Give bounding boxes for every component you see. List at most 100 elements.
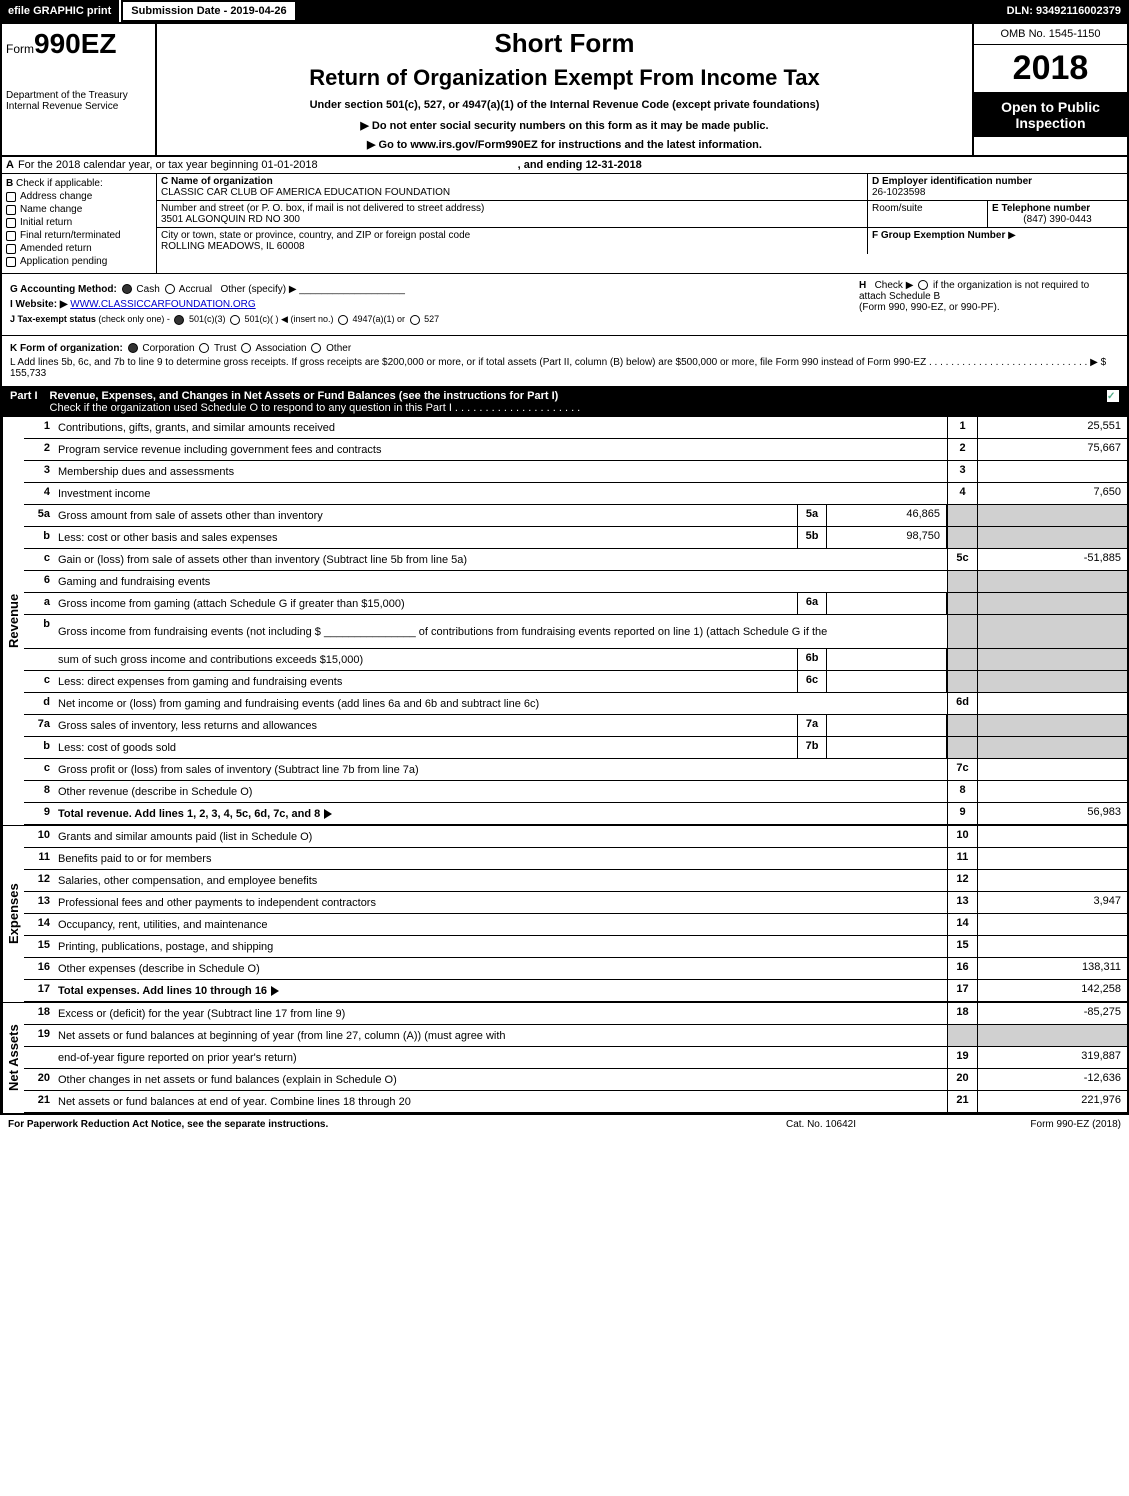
line-description: Net assets or fund balances at beginning… bbox=[54, 1025, 947, 1046]
line-value: 221,976 bbox=[977, 1091, 1127, 1112]
table-row: 2Program service revenue including gover… bbox=[24, 439, 1127, 461]
city-value: ROLLING MEADOWS, IL 60008 bbox=[161, 241, 305, 252]
right-header-box: OMB No. 1545-1150 2018 Open to Public In… bbox=[972, 24, 1127, 155]
table-row: cGain or (loss) from sale of assets othe… bbox=[24, 549, 1127, 571]
j-4947: 4947(a)(1) or bbox=[353, 314, 406, 324]
table-row: 16Other expenses (describe in Schedule O… bbox=[24, 958, 1127, 980]
line-description: Gaming and fundraising events bbox=[54, 571, 947, 592]
subline-number: 7a bbox=[797, 715, 827, 736]
line-value bbox=[977, 693, 1127, 714]
revenue-side-label: Revenue bbox=[2, 417, 24, 825]
radio-cash[interactable] bbox=[122, 284, 132, 294]
table-row: 20Other changes in net assets or fund ba… bbox=[24, 1069, 1127, 1091]
expenses-section: Expenses 10Grants and similar amounts pa… bbox=[2, 825, 1127, 1002]
line-description: Net income or (loss) from gaming and fun… bbox=[54, 693, 947, 714]
check-if-label: Check if applicable: bbox=[16, 178, 103, 189]
radio-h[interactable] bbox=[918, 280, 928, 290]
other-label: Other bbox=[326, 343, 351, 354]
radio-trust[interactable] bbox=[199, 343, 209, 353]
radio-assoc[interactable] bbox=[241, 343, 251, 353]
line-ref: 18 bbox=[947, 1003, 977, 1024]
chk-application-pending[interactable]: Application pending bbox=[6, 256, 152, 267]
line-number: 1 bbox=[24, 417, 54, 438]
line-ref: 3 bbox=[947, 461, 977, 482]
expenses-table: 10Grants and similar amounts paid (list … bbox=[24, 826, 1127, 1002]
radio-other[interactable] bbox=[311, 343, 321, 353]
l-text: L Add lines 5b, 6c, and 7b to line 9 to … bbox=[10, 357, 926, 368]
cell-c-name: C Name of organization CLASSIC CAR CLUB … bbox=[157, 174, 867, 200]
line-description: sum of such gross income and contributio… bbox=[54, 649, 797, 670]
line-description: Other expenses (describe in Schedule O) bbox=[54, 958, 947, 979]
chk-final-return[interactable]: Final return/terminated bbox=[6, 230, 152, 241]
line-value-grey bbox=[977, 505, 1127, 526]
form-id-box: Form990EZ Department of the Treasury Int… bbox=[2, 24, 157, 155]
line-value: 142,258 bbox=[977, 980, 1127, 1001]
website-link[interactable]: WWW.CLASSICCARFOUNDATION.ORG bbox=[70, 299, 255, 310]
subline-value: 46,865 bbox=[827, 505, 947, 526]
radio-4947[interactable] bbox=[338, 315, 348, 325]
h-check: Check ▶ bbox=[875, 280, 914, 291]
col-b-checkboxes: B Check if applicable: Address change Na… bbox=[2, 174, 157, 273]
line-number: a bbox=[24, 593, 54, 614]
table-row: bLess: cost of goods sold7b bbox=[24, 737, 1127, 759]
go-to-text: ▶ Go to www.irs.gov/Form990EZ for instru… bbox=[367, 139, 762, 151]
part1-checkbox[interactable]: ✓ bbox=[1107, 390, 1119, 402]
line-number: 21 bbox=[24, 1091, 54, 1112]
line-ref-grey bbox=[947, 505, 977, 526]
table-row: aGross income from gaming (attach Schedu… bbox=[24, 593, 1127, 615]
line-description: Occupancy, rent, utilities, and maintena… bbox=[54, 914, 947, 935]
line-ref: 4 bbox=[947, 483, 977, 504]
chk-address-change[interactable]: Address change bbox=[6, 191, 152, 202]
go-to-link[interactable]: ▶ Go to www.irs.gov/Form990EZ for instru… bbox=[165, 138, 964, 151]
line-ref: 17 bbox=[947, 980, 977, 1001]
line-number: 3 bbox=[24, 461, 54, 482]
chk-amended-return[interactable]: Amended return bbox=[6, 243, 152, 254]
line-value: 138,311 bbox=[977, 958, 1127, 979]
line-ref: 21 bbox=[947, 1091, 977, 1112]
d-label: D Employer identification number bbox=[872, 176, 1032, 187]
line-ref: 13 bbox=[947, 892, 977, 913]
radio-501c[interactable] bbox=[230, 315, 240, 325]
line-value-grey bbox=[977, 593, 1127, 614]
line-description: Net assets or fund balances at end of ye… bbox=[54, 1091, 947, 1112]
section-bcde: B Check if applicable: Address change Na… bbox=[2, 174, 1127, 274]
table-row: 5aGross amount from sale of assets other… bbox=[24, 505, 1127, 527]
title-box: Short Form Return of Organization Exempt… bbox=[157, 24, 972, 155]
revenue-table: 1Contributions, gifts, grants, and simil… bbox=[24, 417, 1127, 825]
chk-name-change[interactable]: Name change bbox=[6, 204, 152, 215]
footer-catno: Cat. No. 10642I bbox=[721, 1119, 921, 1130]
table-row: 18Excess or (deficit) for the year (Subt… bbox=[24, 1003, 1127, 1025]
h-label: H bbox=[859, 280, 866, 291]
line-value: -12,636 bbox=[977, 1069, 1127, 1090]
line-number: 4 bbox=[24, 483, 54, 504]
chk-initial-return[interactable]: Initial return bbox=[6, 217, 152, 228]
netassets-side-label: Net Assets bbox=[2, 1003, 24, 1113]
line-number: 16 bbox=[24, 958, 54, 979]
ghi-right: H Check ▶ if the organization is not req… bbox=[859, 280, 1119, 329]
table-row: 8Other revenue (describe in Schedule O)8 bbox=[24, 781, 1127, 803]
line-number: 15 bbox=[24, 936, 54, 957]
footer: For Paperwork Reduction Act Notice, see … bbox=[0, 1115, 1129, 1134]
ein-value: 26-1023598 bbox=[872, 187, 925, 198]
assoc-label: Association bbox=[255, 343, 306, 354]
line-number: 11 bbox=[24, 848, 54, 869]
line-number: 19 bbox=[24, 1025, 54, 1046]
subline-value bbox=[827, 737, 947, 758]
dept-treasury: Department of the Treasury bbox=[6, 90, 151, 101]
cell-d-ein: D Employer identification number 26-1023… bbox=[867, 174, 1127, 200]
arrow-icon bbox=[324, 809, 332, 819]
radio-527[interactable] bbox=[410, 315, 420, 325]
table-row: 9Total revenue. Add lines 1, 2, 3, 4, 5c… bbox=[24, 803, 1127, 825]
radio-501c3[interactable] bbox=[174, 315, 184, 325]
table-row: 17Total expenses. Add lines 10 through 1… bbox=[24, 980, 1127, 1002]
line-ref: 6d bbox=[947, 693, 977, 714]
line-value: -51,885 bbox=[977, 549, 1127, 570]
line-value: 75,667 bbox=[977, 439, 1127, 460]
footer-left: For Paperwork Reduction Act Notice, see … bbox=[8, 1119, 721, 1130]
subline-number: 5b bbox=[797, 527, 827, 548]
line-number: b bbox=[24, 527, 54, 548]
line-number: 18 bbox=[24, 1003, 54, 1024]
radio-accrual[interactable] bbox=[165, 284, 175, 294]
efile-print-btn[interactable]: efile GRAPHIC print bbox=[0, 0, 121, 22]
radio-corp[interactable] bbox=[128, 343, 138, 353]
